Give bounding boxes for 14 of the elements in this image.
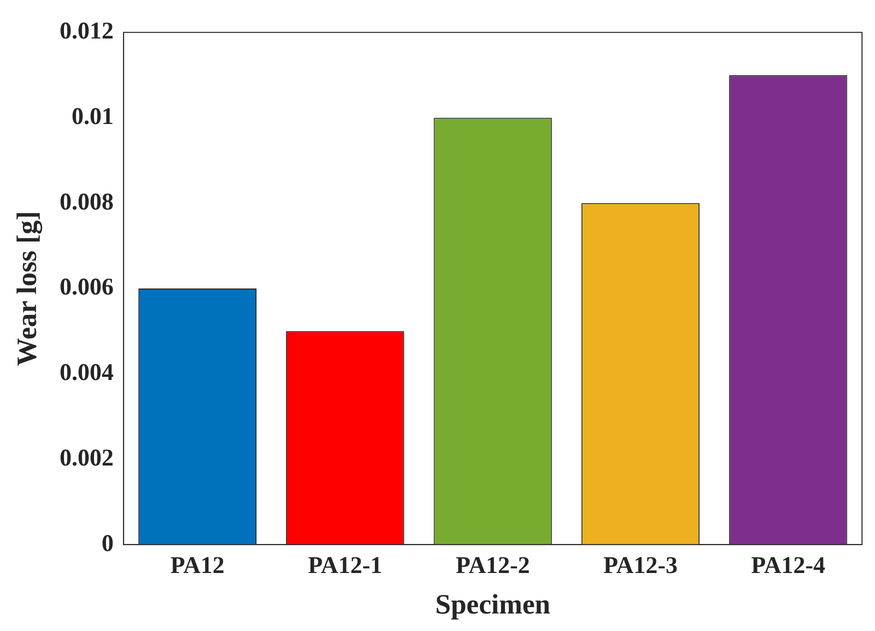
x-tick-label: PA12-4: [751, 553, 826, 580]
y-tick-label: 0.002: [60, 445, 114, 472]
x-tick-label: PA12-2: [456, 553, 530, 580]
x-tick-label: PA12-1: [308, 553, 382, 580]
y-axis-title: Wear loss [g]: [12, 210, 44, 366]
x-tick-label: PA12-3: [603, 553, 678, 580]
y-tick-label: 0.008: [60, 189, 114, 216]
y-tick-label: 0.012: [60, 18, 114, 45]
y-tick-label: 0.006: [60, 274, 114, 301]
y-tick-label: 0: [102, 530, 114, 557]
y-tick-label: 0.004: [60, 360, 114, 386]
x-axis-title: Specimen: [435, 589, 551, 620]
x-tick-label: PA12: [170, 553, 225, 580]
y-tick-label: 0.01: [72, 104, 114, 130]
